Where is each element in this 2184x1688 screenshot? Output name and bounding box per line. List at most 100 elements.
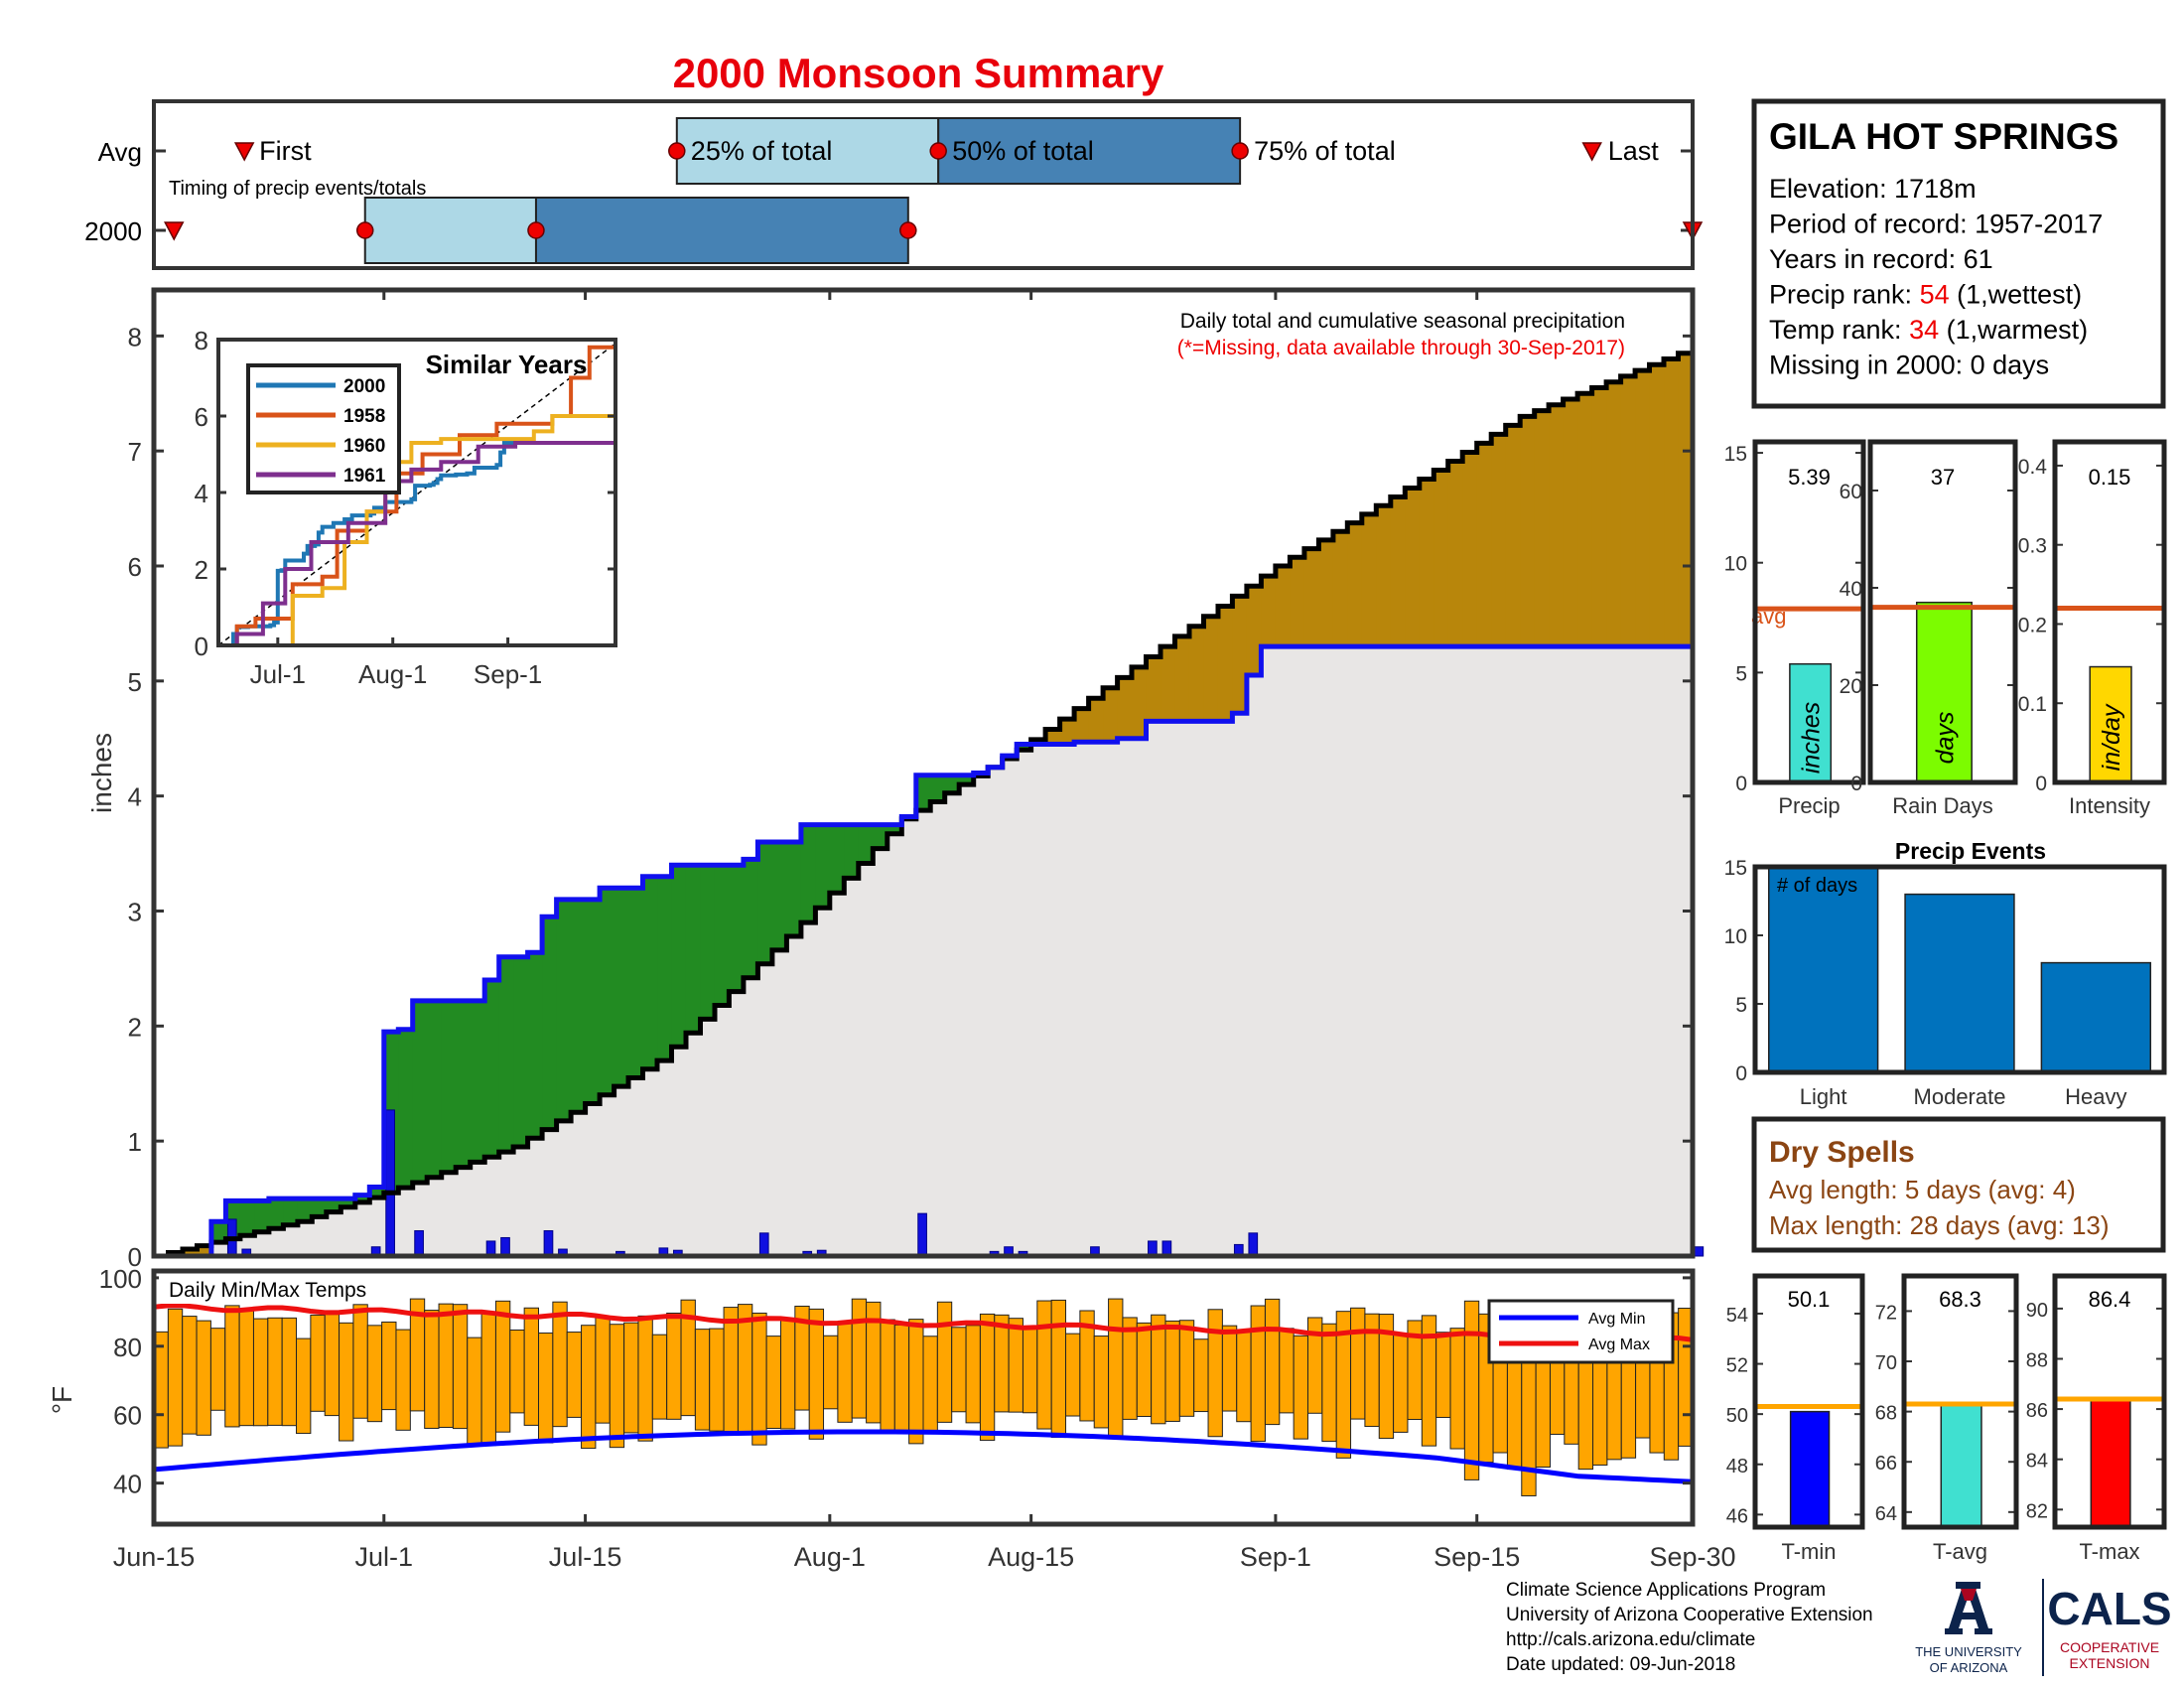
temp-caption-bg (159, 1276, 387, 1304)
station-info-line: Precip rank: 54 (1,wettest) (1769, 280, 2082, 310)
below-average-area (1232, 596, 1248, 714)
daily-temp-bar (182, 1316, 198, 1435)
inset-y-tick-label: 6 (195, 402, 208, 432)
below-average-area (1447, 461, 1463, 647)
above-average-area (685, 865, 702, 1034)
station-info-label: Precip rank: (1769, 280, 1920, 310)
event-y-tick-label: 15 (1724, 857, 1747, 880)
below-average-area (1045, 729, 1061, 745)
below-average-area (1203, 616, 1219, 722)
inset-series-line (218, 435, 617, 647)
events-note: # of days (1777, 875, 1857, 897)
stat-frame-days (1867, 439, 2018, 785)
station-name: GILA HOT SPRINGS (1769, 116, 2118, 157)
y-tick-label: 7 (128, 437, 142, 467)
dry-spells-box: Dry Spells Avg length: 5 days (avg: 4) Max… (1751, 1116, 2166, 1253)
figure-title: 2000 Monsoon Summary (673, 50, 1164, 96)
below-average-area (1290, 557, 1305, 647)
below-average-area (1361, 513, 1377, 647)
daily-temp-bar (339, 1322, 354, 1442)
temp-y-tick-label: 40 (113, 1470, 142, 1499)
station-info-line: Years in record: 61 (1769, 244, 1993, 274)
daily-temp-bar (1122, 1317, 1138, 1420)
daily-temp-bar (709, 1328, 725, 1432)
stat-xlabel-days: Rain Days (1892, 793, 1992, 818)
temp-stat-y-tick-label: 84 (2026, 1451, 2048, 1473)
daily-temp-bar (1022, 1327, 1038, 1414)
timing-label-25: 25% of total (691, 136, 833, 166)
below-average-area (1246, 586, 1263, 676)
rank-suffix: (1,wettest) (1950, 280, 2083, 310)
daily-precip-bar (758, 1232, 769, 1257)
inset-frame (216, 338, 617, 647)
daily-temp-bar (751, 1312, 767, 1446)
stat-y-tick-label: 0 (1850, 773, 1862, 795)
above-average-area (743, 859, 759, 978)
timing-row-label: Avg (98, 137, 142, 167)
daily-precip-bar (385, 1109, 395, 1257)
below-average-area (1405, 488, 1421, 647)
daily-temp-bar (424, 1310, 440, 1429)
daily-temp-bar (808, 1308, 825, 1440)
above-average-area (930, 774, 946, 802)
temperature-stat-bars: 50.1 46 48 50 52 54 T-min 68.3 64 66 68 70 72 T-avg 86… (1726, 1273, 2167, 1564)
below-average-area (1146, 656, 1161, 722)
daily-precip-bar (543, 1230, 554, 1257)
above-average-area (571, 899, 587, 1113)
timing-box-50-75 (534, 197, 909, 264)
avg-cumulative-line (154, 347, 1696, 1259)
temp-stat-y-tick-label: 46 (1726, 1505, 1748, 1527)
below-average-area (1160, 646, 1176, 722)
daily-temp-bar (1321, 1323, 1337, 1443)
below-average-area (1275, 566, 1291, 647)
below-average-area (1635, 370, 1651, 647)
above-average-area (542, 916, 558, 1130)
above-average-area (1017, 744, 1032, 751)
temp-stat-y-tick-label: 68 (1875, 1403, 1897, 1425)
daily-temp-bar (324, 1314, 341, 1417)
x-tick-label: Jul-1 (355, 1542, 414, 1572)
stat-xlabel-intensity: Intensity (2069, 793, 2150, 818)
station-info-line: Temp rank: 34 (1,warmest) (1769, 315, 2088, 345)
temp-stat-y-tick-label: 54 (1726, 1305, 1748, 1327)
daily-precip-bar (1248, 1232, 1259, 1257)
below-average-area (1563, 399, 1578, 647)
daily-temp-bar (1435, 1332, 1451, 1418)
temp-stat-value: 86.4 (2089, 1287, 2131, 1312)
daily-temp-bar (1178, 1320, 1195, 1417)
daily-temp-bar (1393, 1334, 1409, 1433)
similar-years-inset: 0 2 4 6 8 Jul-1 Aug-1 Sep-1 Similar Years 2000 195… (195, 326, 617, 689)
temp-y-tick-label: 60 (113, 1401, 142, 1431)
stat-y-tick-label: 0.1 (2018, 693, 2047, 716)
y-tick-label: 1 (128, 1127, 142, 1157)
stat-frame-intensity (2052, 439, 2167, 785)
above-average-area (915, 774, 931, 811)
above-average-area (427, 1000, 443, 1178)
above-average-area (642, 876, 658, 1069)
x-tick-label: Aug-1 (794, 1542, 866, 1572)
above-average-area (657, 876, 673, 1061)
stat-xlabel-precip: Precip (1778, 793, 1840, 818)
daily-temp-bar (452, 1304, 469, 1430)
below-average-area (1620, 375, 1636, 647)
below-average-area (1117, 677, 1133, 739)
daily-temp-bar (994, 1314, 1010, 1413)
inset-x-tick-label: Sep-1 (474, 659, 542, 689)
daily-temp-bar (837, 1321, 853, 1423)
daily-temp-bar (395, 1329, 411, 1431)
temp-stat-bar (1789, 1410, 1831, 1528)
daily-temp-bar (1164, 1320, 1180, 1422)
above-average-area (628, 888, 644, 1078)
temp-stat-y-tick-label: 70 (1875, 1352, 1897, 1374)
below-average-area (1347, 522, 1363, 647)
daily-temp-bar (494, 1300, 511, 1433)
daily-temp-bar (381, 1321, 397, 1411)
daily-temp-bar (1350, 1307, 1366, 1420)
footer-line: http://cals.arizona.edu/climate (1506, 1629, 1755, 1650)
daily-temp-bar (893, 1324, 910, 1432)
below-average-area (1462, 452, 1478, 647)
cumulative-2000-line (154, 635, 1696, 1259)
daily-temp-bar (1449, 1328, 1465, 1450)
below-average-area (1303, 548, 1319, 647)
daily-temp-bar (1108, 1298, 1124, 1439)
